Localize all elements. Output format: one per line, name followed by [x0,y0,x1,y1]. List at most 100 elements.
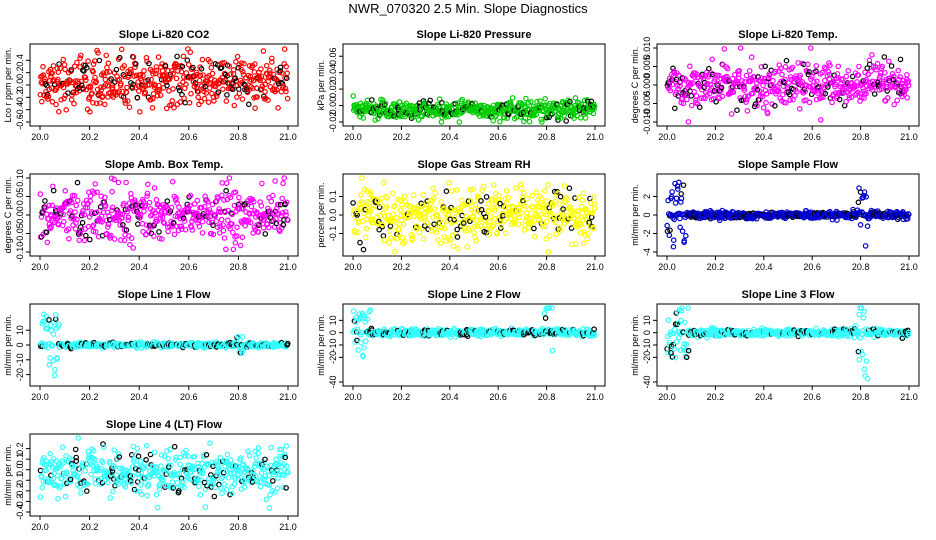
data-point [366,200,373,206]
data-point [170,220,177,226]
data-point [109,207,115,214]
data-point [94,189,100,196]
data-point [496,192,503,199]
data-point [177,82,183,88]
x-tick-label: 20.6 [180,522,198,532]
data-point [685,305,691,311]
data-point [729,75,736,82]
data-point [38,474,45,480]
data-point [49,70,56,76]
data-point [561,112,568,119]
data-point [47,450,54,457]
data-point [813,63,820,69]
data-point [705,74,712,80]
data-point [219,180,226,186]
data-point [234,53,241,60]
data-point [677,199,684,205]
data-point [178,69,185,75]
x-tick-label: 20.8 [230,392,248,402]
data-point [563,118,570,124]
data-point [81,237,88,244]
data-point [76,237,83,244]
data-point [48,223,55,230]
data-point [140,72,146,79]
data-point [137,214,143,221]
data-point [779,91,786,98]
y-tick-label: 0.04 [328,64,338,82]
data-point [380,233,387,239]
data-point [111,176,118,183]
data-point [539,119,545,125]
data-point [535,203,542,210]
data-point [230,86,236,93]
data-point [497,200,503,207]
data-point [518,209,525,216]
data-point [494,230,501,236]
data-point [824,84,831,90]
data-points [664,45,912,125]
data-point [680,182,687,189]
data-point [376,226,383,233]
data-point [242,222,249,229]
data-point [198,204,205,211]
x-tick-label: 20.8 [230,132,248,142]
data-point [81,212,88,218]
data-point [234,94,240,100]
data-point [175,84,182,91]
data-point [703,82,710,88]
data-point [42,198,48,204]
data-point [118,46,125,53]
data-point [591,326,597,333]
data-point [835,63,842,70]
data-point [681,238,688,244]
data-point [591,332,598,338]
data-point [232,75,238,82]
data-point [71,192,78,199]
data-point [41,319,48,325]
data-point [122,97,128,104]
data-point [688,80,694,86]
data-point [546,305,553,311]
data-point [738,97,745,104]
data-point [141,208,147,215]
data-point [503,188,510,194]
data-point [507,210,514,217]
data-point [400,105,407,111]
data-point [397,197,404,204]
data-point [679,305,685,311]
data-point [551,214,558,221]
data-point [505,194,512,201]
data-point [272,178,278,184]
data-point [453,187,460,193]
data-point [239,234,246,241]
data-point [184,57,191,64]
data-point [178,223,185,230]
data-point [477,223,484,229]
data-point [283,63,290,70]
data-point [81,68,87,74]
data-point [467,198,474,204]
data-point [542,96,549,102]
data-point [225,207,231,214]
data-point [108,232,114,239]
data-point [152,70,159,77]
data-point [797,72,804,79]
data-point [441,225,448,232]
data-point [93,78,99,85]
y-tick-label: -20 [642,351,652,364]
data-point [188,224,195,230]
data-point [83,77,89,83]
data-point [109,188,115,195]
data-point [352,229,358,236]
data-point [667,87,674,94]
data-point [233,58,239,65]
data-point [478,102,484,109]
data-point [74,179,81,186]
data-point [53,85,60,92]
data-point [156,235,163,242]
data-point [283,199,290,206]
data-point [762,63,769,70]
data-point [77,55,83,61]
y-axis-label: degrees C per min. [630,47,640,124]
data-point [856,63,862,70]
